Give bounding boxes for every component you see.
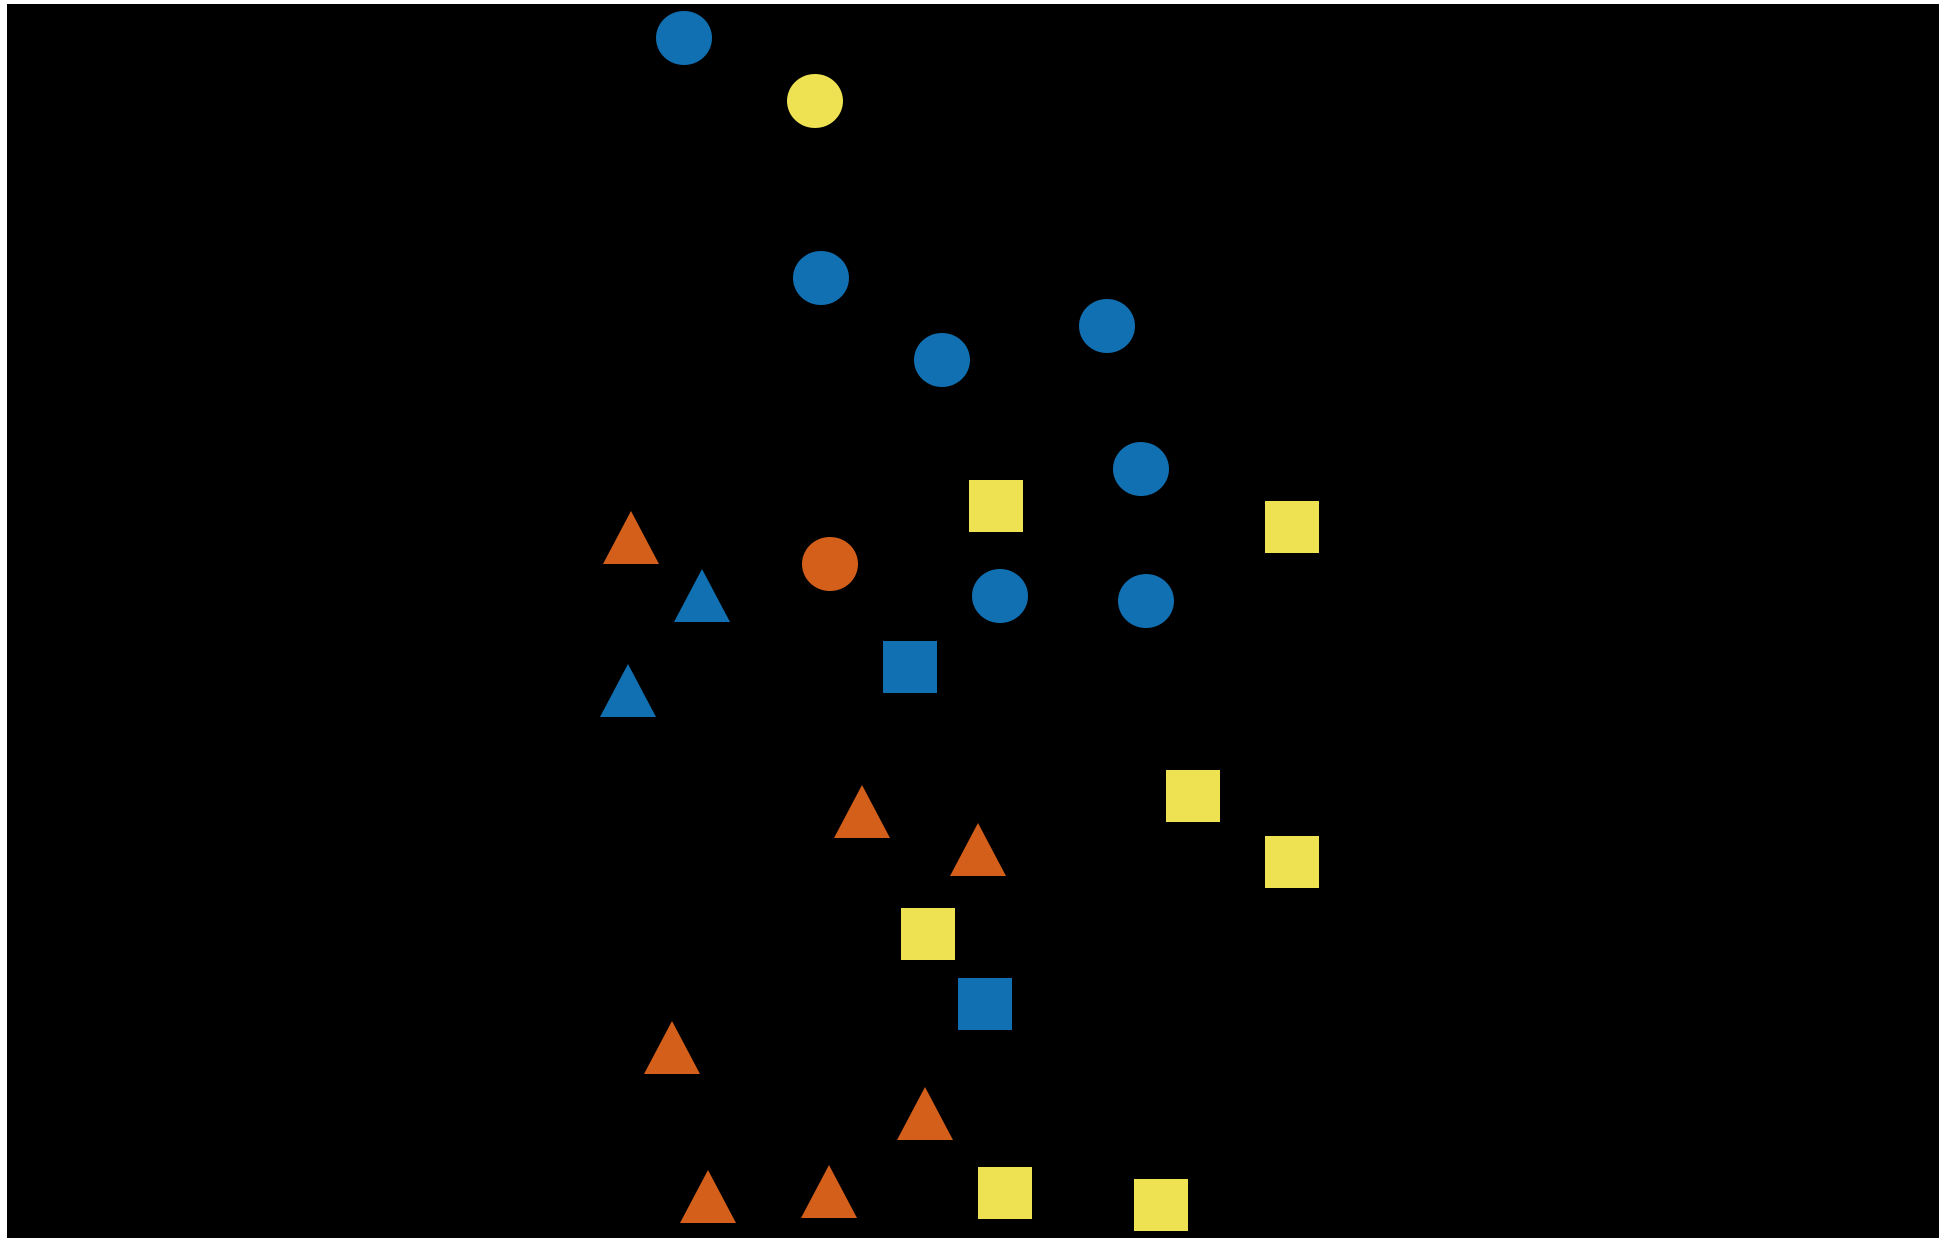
- yellow-square-piece[interactable]: [1134, 1179, 1188, 1231]
- orange-triangle-piece[interactable]: [603, 511, 659, 564]
- orange-triangle-piece[interactable]: [644, 1021, 700, 1074]
- blue-circle-piece[interactable]: [793, 251, 849, 305]
- blue-square-piece[interactable]: [958, 978, 1012, 1030]
- yellow-square-piece[interactable]: [1265, 836, 1319, 888]
- yellow-circle-piece[interactable]: [787, 74, 843, 128]
- orange-circle-piece[interactable]: [802, 537, 858, 591]
- blue-circle-piece[interactable]: [1079, 299, 1135, 353]
- blue-circle-piece[interactable]: [656, 11, 712, 65]
- blue-square-piece[interactable]: [883, 641, 937, 693]
- board-background: [7, 4, 1939, 1238]
- yellow-square-piece[interactable]: [1265, 501, 1319, 553]
- blue-circle-piece[interactable]: [1118, 574, 1174, 628]
- blue-triangle-piece[interactable]: [674, 569, 730, 622]
- orange-triangle-piece[interactable]: [801, 1165, 857, 1218]
- yellow-square-piece[interactable]: [978, 1167, 1032, 1219]
- yellow-square-piece[interactable]: [1166, 770, 1220, 822]
- orange-triangle-piece[interactable]: [897, 1087, 953, 1140]
- orange-triangle-piece[interactable]: [834, 785, 890, 838]
- blue-circle-piece[interactable]: [972, 569, 1028, 623]
- blue-circle-piece[interactable]: [914, 333, 970, 387]
- yellow-square-piece[interactable]: [969, 480, 1023, 532]
- game-pieces: [600, 11, 1319, 1231]
- blue-triangle-piece[interactable]: [600, 664, 656, 717]
- orange-triangle-piece[interactable]: [680, 1170, 736, 1223]
- orange-triangle-piece[interactable]: [950, 823, 1006, 876]
- blue-circle-piece[interactable]: [1113, 442, 1169, 496]
- yellow-square-piece[interactable]: [901, 908, 955, 960]
